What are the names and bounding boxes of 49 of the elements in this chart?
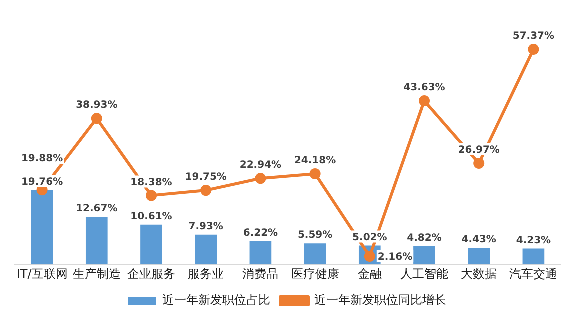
point [310, 168, 321, 180]
bar [250, 241, 272, 265]
x-tick-label: 金融 [358, 266, 382, 281]
x-tick-label: 医疗健康 [291, 266, 340, 281]
data-label: 5.59% [298, 230, 333, 242]
x-tick-label: 汽车交通 [510, 266, 558, 281]
point [419, 96, 430, 107]
bar [304, 244, 326, 265]
data-label: 22.94% [240, 160, 282, 172]
bar [86, 217, 108, 265]
data-label: 26.97% [458, 145, 500, 156]
data-label: 19.75% [185, 172, 227, 184]
data-label: 4.23% [516, 235, 552, 246]
legend-label: 近一年新发职位同比增长 [314, 293, 446, 308]
data-label: 12.67% [76, 204, 118, 215]
data-label: 4.43% [462, 234, 496, 246]
bar [195, 234, 218, 265]
data-label: 19.88% [21, 154, 64, 165]
point [255, 173, 266, 184]
point [474, 158, 485, 169]
data-label: 24.18% [294, 156, 336, 167]
bar [140, 224, 162, 265]
bar [31, 190, 54, 265]
data-label: 6.22% [243, 228, 278, 239]
x-tick-label: 服务业 [188, 266, 224, 281]
data-label: 18.38% [130, 177, 172, 188]
x-tick-label: 人工智能 [400, 266, 448, 281]
data-label: 10.61% [130, 211, 172, 222]
point [528, 44, 540, 56]
point [200, 185, 212, 196]
bar [468, 248, 490, 265]
data-label: 38.93% [76, 100, 118, 112]
bar [522, 248, 545, 265]
data-label: 2.16% [378, 252, 413, 264]
x-tick-label: 大数据 [461, 266, 498, 281]
point [91, 113, 102, 124]
x-tick-label: 生产制造 [72, 266, 121, 281]
data-label: 57.37% [512, 31, 555, 42]
data-label: 5.02% [352, 232, 388, 244]
data-label: 4.82% [407, 233, 442, 244]
x-tick-label: IT/互联网 [16, 266, 68, 281]
data-label: 7.93% [188, 221, 224, 232]
data-label: 43.63% [404, 82, 446, 94]
x-tick-label: 消费品 [242, 266, 279, 281]
point [146, 190, 157, 202]
data-label: 19.76% [21, 177, 64, 188]
bar [414, 246, 436, 265]
x-tick-label: 企业服务 [128, 266, 176, 281]
legend-label: 近一年新发职位占比 [162, 293, 270, 308]
